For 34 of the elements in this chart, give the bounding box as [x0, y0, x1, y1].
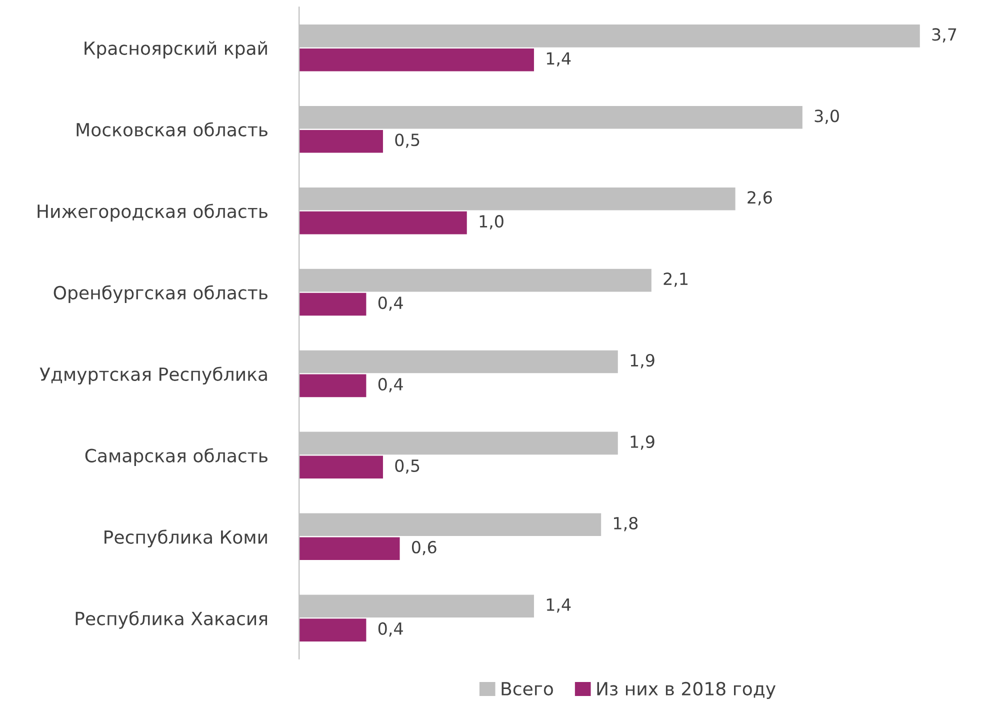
data-label: 0,6 [412, 540, 436, 556]
bar [299, 374, 366, 398]
data-label: 2,6 [748, 191, 772, 206]
data-label: 1,0 [480, 215, 504, 230]
data-label: 3,7 [932, 28, 956, 42]
data-label: 3,0 [814, 110, 839, 124]
data-label: 1,9 [630, 435, 654, 450]
y-tick-label: Оренбургская область [54, 285, 268, 304]
data-label: 0,5 [395, 134, 420, 148]
bar [299, 618, 366, 642]
data-label: 1,4 [546, 598, 571, 613]
y-tick-label: Удмуртская Республика [40, 366, 267, 384]
data-label: 2,1 [664, 272, 688, 287]
y-tick-label: Московская область [76, 122, 268, 136]
data-label: 0,4 [378, 622, 403, 637]
y-tick-label: Республика Хакасия [76, 611, 268, 629]
bar [299, 48, 534, 72]
y-tick-label: Нижегородская область [38, 204, 268, 222]
legend-label: Из них в 2018 году [597, 682, 776, 700]
bar [299, 130, 383, 153]
data-label: 1,4 [546, 52, 571, 66]
data-label: 1,8 [614, 516, 638, 532]
legend-label: Всего [502, 682, 553, 696]
data-label: 0,4 [378, 378, 403, 392]
bar [299, 292, 366, 316]
data-label: 0,5 [395, 459, 420, 474]
y-tick-label: Самарская область [85, 448, 268, 466]
bar [299, 211, 467, 234]
bar [299, 456, 383, 479]
bar [299, 537, 400, 560]
data-label: 1,9 [630, 354, 654, 368]
data-label: 0,4 [378, 296, 403, 311]
y-tick-label: Красноярский край [84, 41, 267, 59]
y-tick-label: Республика Коми [104, 530, 267, 548]
